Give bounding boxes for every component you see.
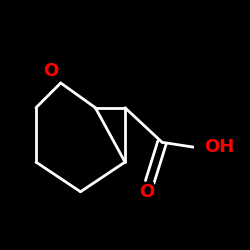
- Text: OH: OH: [204, 138, 234, 156]
- FancyBboxPatch shape: [194, 137, 214, 157]
- Text: O: O: [140, 183, 155, 201]
- Text: O: O: [43, 62, 59, 80]
- FancyBboxPatch shape: [44, 61, 58, 80]
- FancyBboxPatch shape: [140, 182, 154, 202]
